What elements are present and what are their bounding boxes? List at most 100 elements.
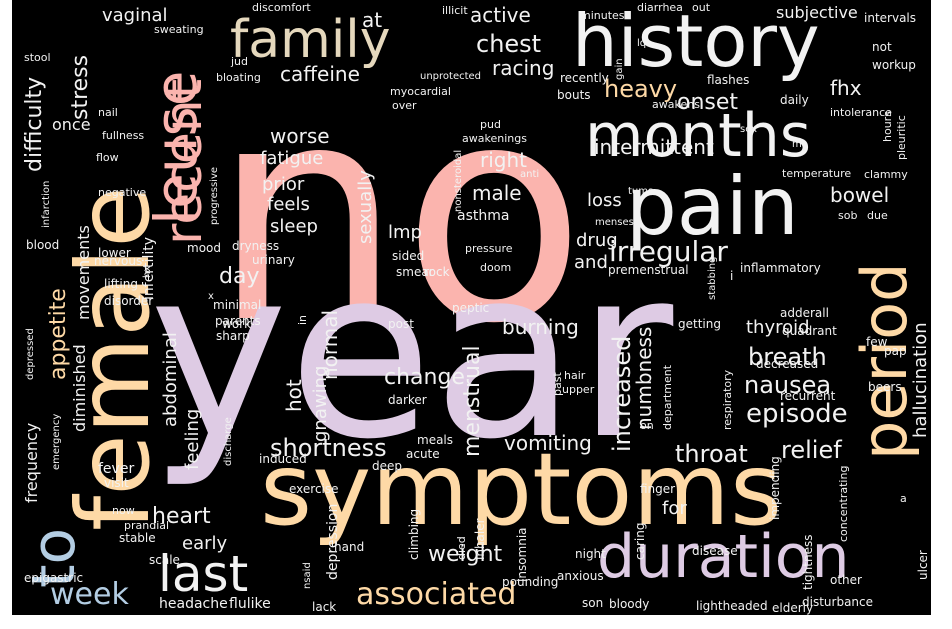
word: hand xyxy=(334,540,365,554)
word: breath xyxy=(748,343,827,371)
word: myocardial xyxy=(390,85,451,98)
word: disturbance xyxy=(802,595,874,609)
word: decreased xyxy=(756,357,819,371)
word: darker xyxy=(388,393,427,407)
word: recent xyxy=(154,78,214,245)
word: bloating xyxy=(216,71,261,84)
word: active xyxy=(470,3,531,27)
word: appetite xyxy=(46,288,71,380)
word: scale xyxy=(149,553,180,567)
word: meals xyxy=(417,433,454,447)
word-cloud: no year symptoms female pain history mon… xyxy=(12,0,931,615)
word: movements xyxy=(74,225,93,320)
word: hx xyxy=(142,265,153,278)
word: drug xyxy=(576,230,618,251)
word: a xyxy=(900,492,907,505)
word: beers xyxy=(868,380,902,394)
word: heavy xyxy=(604,75,678,103)
word: nausea xyxy=(744,371,832,399)
word: worse xyxy=(270,124,330,148)
word: weight xyxy=(428,542,503,567)
word: mood xyxy=(187,241,221,255)
word: months xyxy=(585,101,811,171)
word: prandial xyxy=(124,519,170,532)
word: lack xyxy=(312,600,337,614)
word: jud xyxy=(231,55,249,68)
word: i xyxy=(730,269,734,283)
word: lq xyxy=(637,38,647,49)
word: pressure xyxy=(465,242,513,255)
word: onset xyxy=(677,90,739,115)
word: sob xyxy=(838,209,858,222)
word: visit xyxy=(104,476,129,490)
word: pud xyxy=(480,118,501,131)
word: premenstrual xyxy=(608,263,689,277)
word: and xyxy=(574,252,608,273)
word: numbness xyxy=(632,326,656,430)
word: discomfort xyxy=(252,1,311,14)
word: infarction xyxy=(41,180,52,228)
word: day xyxy=(219,264,260,289)
word: history xyxy=(572,0,820,83)
word: caring xyxy=(633,522,647,560)
word: stable xyxy=(119,531,156,545)
word: discharge xyxy=(223,417,234,466)
word: loss xyxy=(587,190,622,211)
word: feels xyxy=(267,194,310,215)
word: family xyxy=(230,10,391,70)
word: asthma xyxy=(457,208,510,224)
word: few xyxy=(866,335,888,349)
word: insomnia xyxy=(515,527,529,582)
word: workup xyxy=(872,58,916,72)
word: caffeine xyxy=(280,62,360,86)
word: week xyxy=(50,577,129,612)
word: male xyxy=(472,181,522,205)
word: sleep xyxy=(270,216,318,237)
word: pleuritic xyxy=(895,115,908,160)
word: hot xyxy=(282,379,306,412)
word: feeling xyxy=(182,408,203,470)
word: stabbing xyxy=(707,256,718,300)
word: anxious xyxy=(557,569,604,583)
word: sided xyxy=(392,249,425,263)
word: increased xyxy=(608,335,636,452)
word: duration xyxy=(597,522,850,592)
word: flulike xyxy=(229,596,271,612)
word: recently xyxy=(560,71,609,85)
word: relief xyxy=(781,436,842,464)
word: not xyxy=(872,40,892,54)
word: associated xyxy=(356,577,517,612)
word: in xyxy=(296,314,309,325)
word: bloody xyxy=(609,597,650,611)
word: out xyxy=(692,1,711,14)
word: x xyxy=(208,291,214,302)
word: ulcer xyxy=(916,550,930,580)
word: thyroid xyxy=(746,317,810,338)
word: unprotected xyxy=(420,71,482,82)
word: minutes xyxy=(580,9,625,22)
word: nail xyxy=(98,106,118,119)
word: headache xyxy=(159,596,228,612)
word: elderly xyxy=(772,601,814,615)
word: heart xyxy=(152,504,211,529)
word: deep xyxy=(372,459,402,473)
word: induced xyxy=(259,452,307,466)
word: lifting xyxy=(104,277,138,291)
word: prior xyxy=(262,174,305,195)
word: for xyxy=(662,498,687,519)
word: getting xyxy=(678,317,721,331)
word: stress xyxy=(68,54,93,120)
word: abdominal xyxy=(160,332,181,427)
word: night xyxy=(575,547,606,561)
word: lightheaded xyxy=(696,599,768,613)
word: vaginal xyxy=(102,5,168,26)
word: last xyxy=(158,545,249,603)
word: tightness xyxy=(801,534,815,590)
word: once xyxy=(52,115,91,134)
word: lmp xyxy=(388,222,422,243)
word: fullness xyxy=(102,129,145,142)
word: sex xyxy=(740,124,758,135)
word: frequency xyxy=(22,422,41,503)
word: hallucination xyxy=(910,322,931,438)
word: upper xyxy=(562,383,595,396)
